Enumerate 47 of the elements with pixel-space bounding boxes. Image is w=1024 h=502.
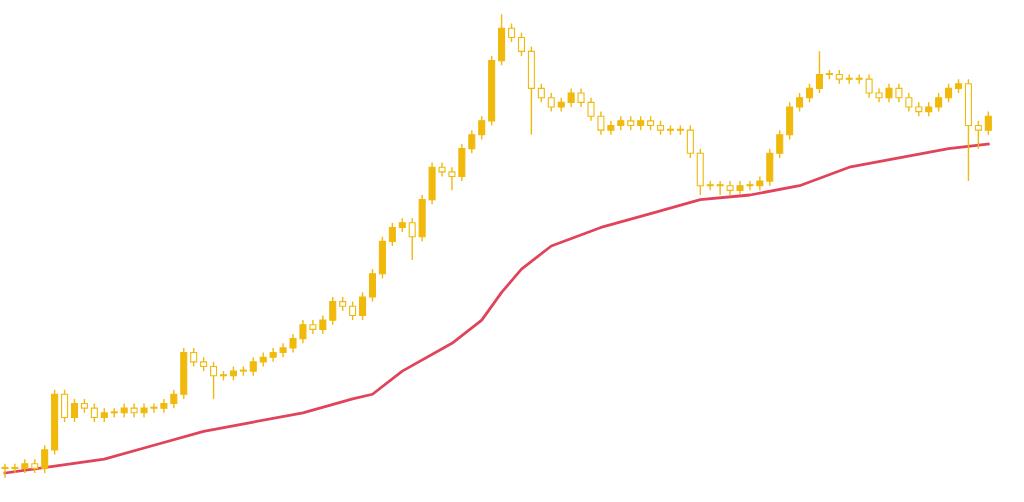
candlestick bbox=[368, 268, 377, 303]
candlestick bbox=[776, 129, 784, 159]
candlestick bbox=[319, 314, 327, 335]
candlestick bbox=[359, 291, 367, 321]
candlestick bbox=[905, 92, 913, 113]
candlestick bbox=[408, 217, 416, 261]
candlestick bbox=[61, 388, 69, 423]
candlestick bbox=[90, 402, 98, 423]
candlestick bbox=[597, 110, 605, 136]
candlestick bbox=[587, 97, 595, 122]
candlestick bbox=[974, 120, 982, 150]
candlestick bbox=[537, 83, 545, 104]
candlestick bbox=[190, 347, 198, 368]
candlestick bbox=[895, 83, 903, 104]
candlestick bbox=[70, 398, 79, 423]
candlestick bbox=[448, 166, 456, 192]
candlestick bbox=[716, 180, 724, 196]
candlestick bbox=[805, 83, 814, 104]
candlestick bbox=[984, 110, 992, 136]
candlestick bbox=[567, 87, 575, 108]
candlestick bbox=[329, 296, 337, 326]
candlestick bbox=[796, 92, 804, 113]
candlestick bbox=[1, 463, 9, 479]
candlestick bbox=[299, 319, 307, 344]
candlestick bbox=[686, 124, 694, 159]
candlestick bbox=[289, 333, 297, 354]
candlestick bbox=[478, 115, 486, 141]
candlestick bbox=[468, 129, 476, 154]
candlestick bbox=[577, 87, 585, 108]
candlestick bbox=[517, 32, 526, 57]
candlestick bbox=[547, 92, 555, 113]
candlestick bbox=[210, 361, 218, 400]
candlestick bbox=[935, 92, 943, 113]
candlestick bbox=[865, 73, 873, 99]
candlestick bbox=[349, 300, 357, 321]
candlestick bbox=[855, 73, 863, 85]
candlestick bbox=[388, 222, 396, 247]
candlestick bbox=[945, 83, 953, 104]
candlestick bbox=[815, 50, 823, 94]
candlestick bbox=[885, 83, 893, 104]
candlestick bbox=[150, 402, 158, 414]
candlestick bbox=[746, 180, 754, 192]
candlestick bbox=[508, 22, 516, 43]
candlestick bbox=[11, 463, 19, 474]
candlestick bbox=[41, 444, 49, 474]
candlestick bbox=[170, 388, 178, 409]
candlestick bbox=[249, 356, 257, 377]
